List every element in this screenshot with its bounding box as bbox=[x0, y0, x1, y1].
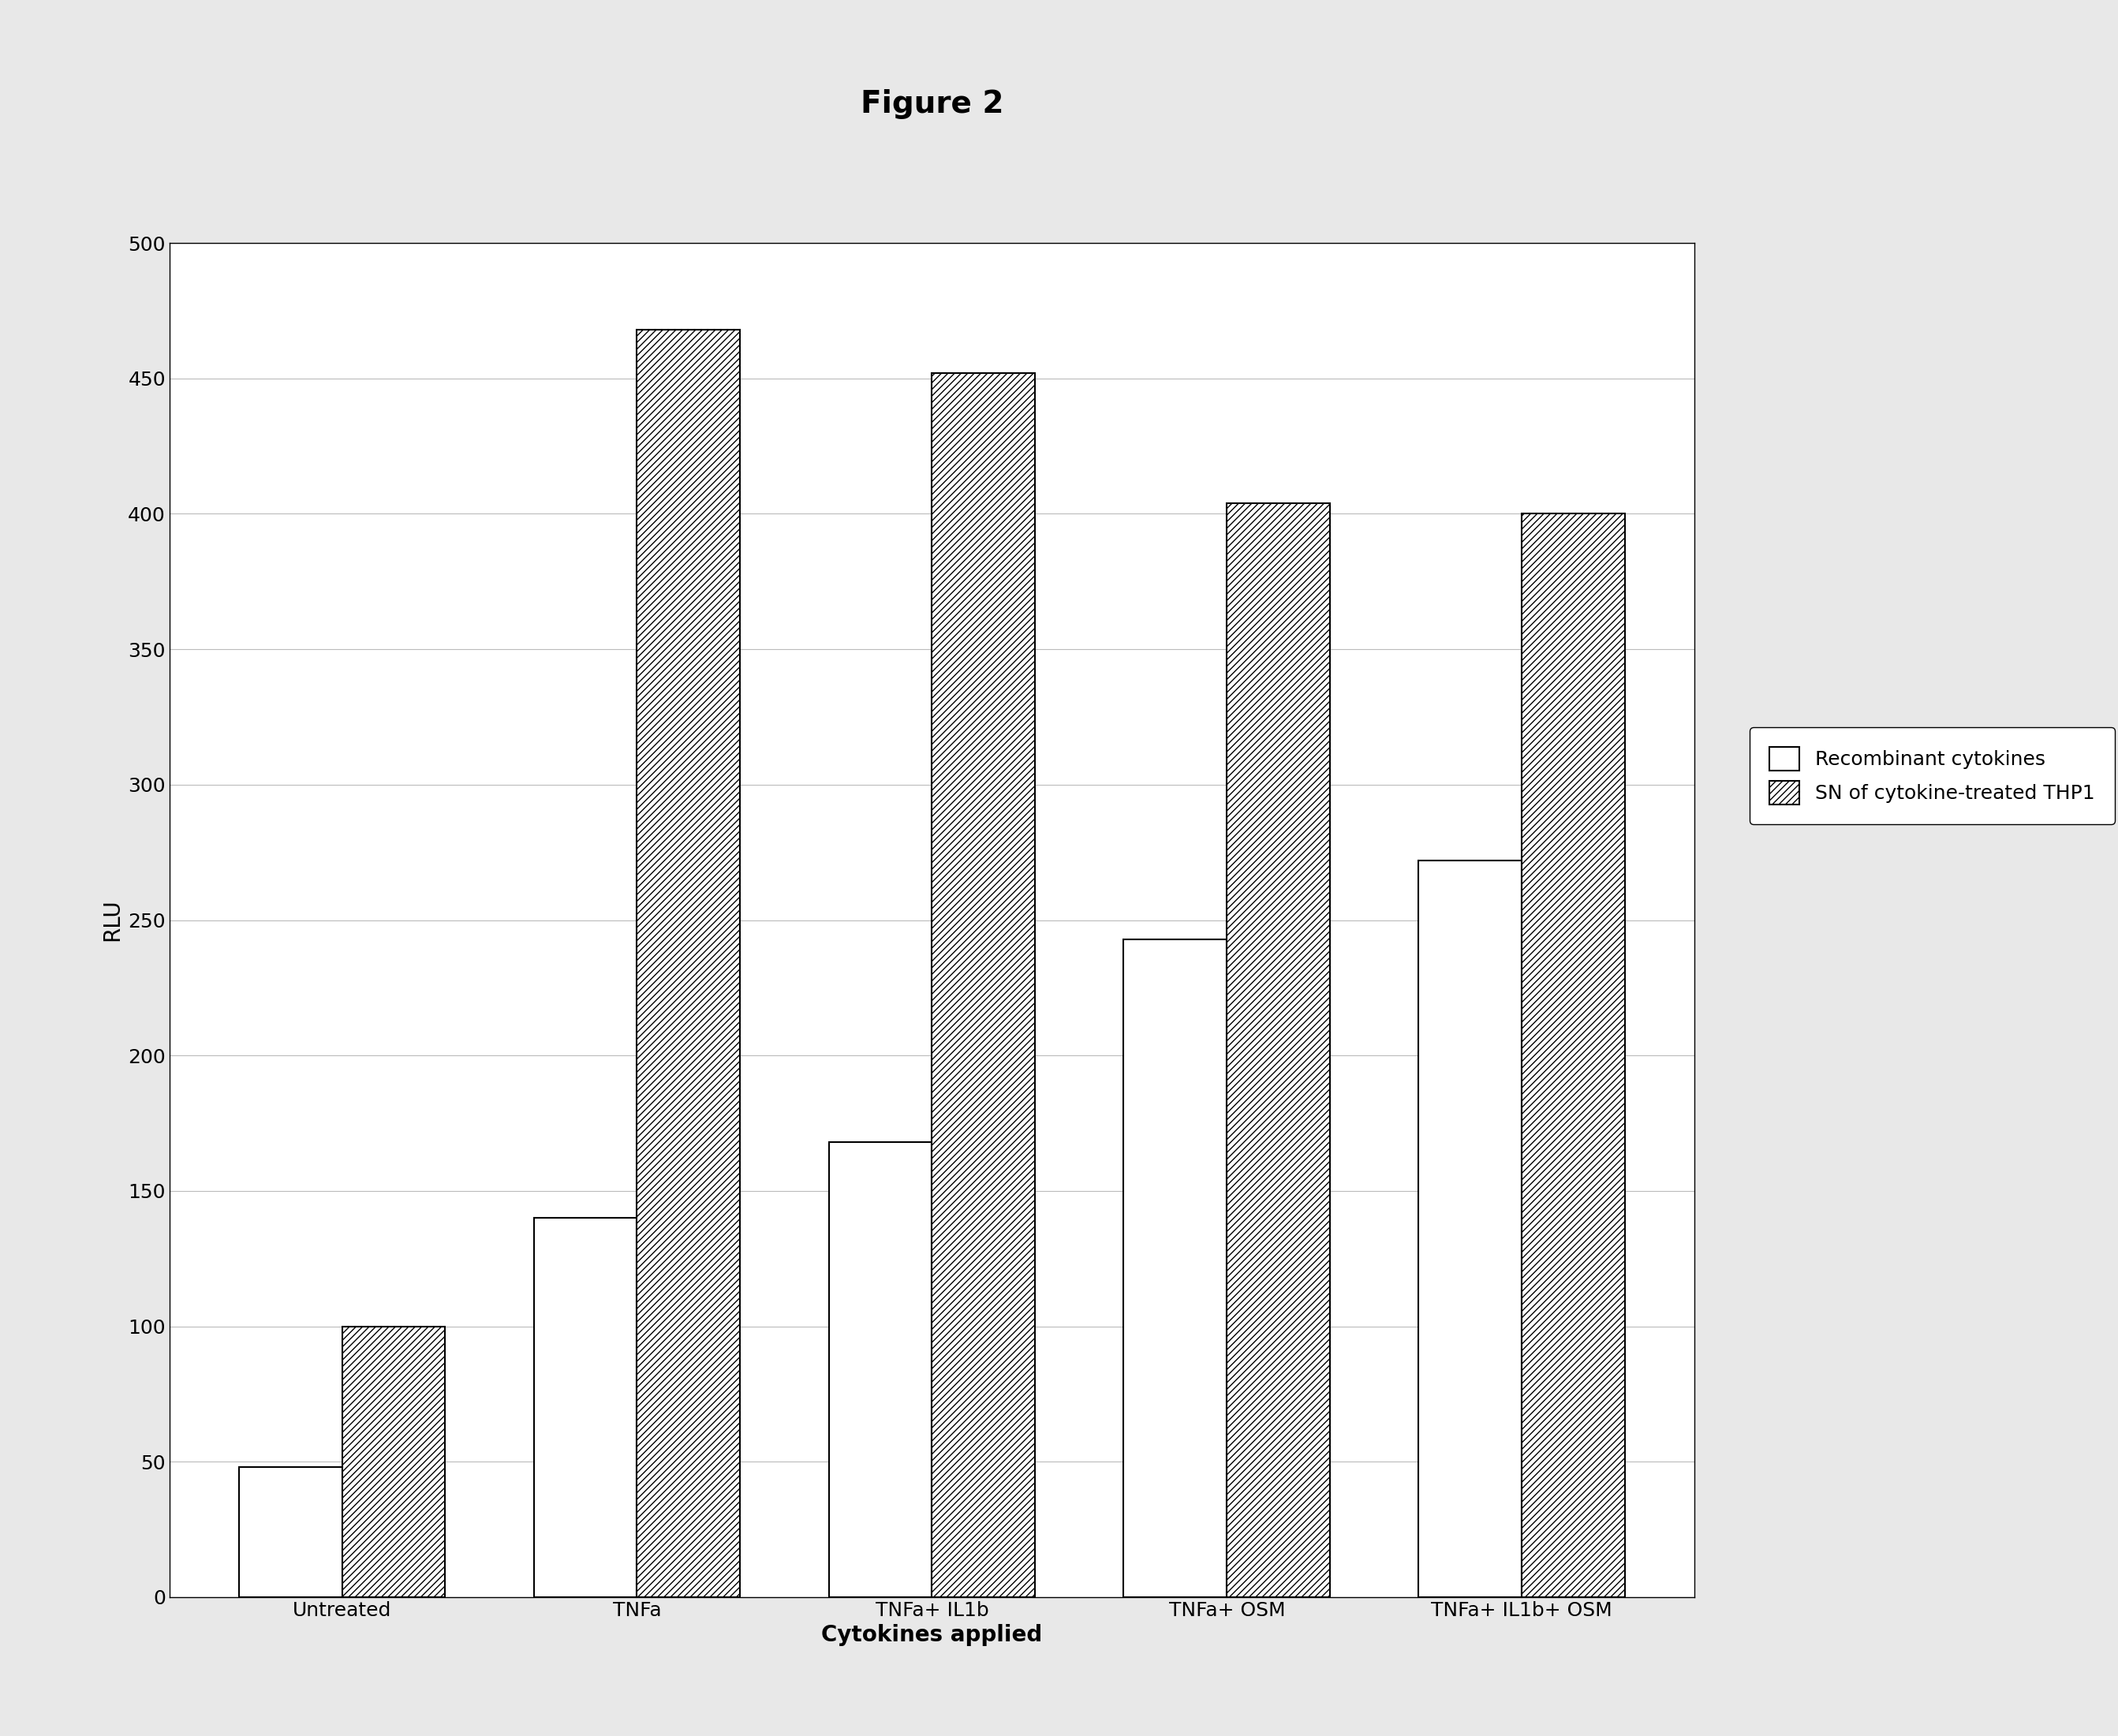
Bar bbox=[341, 1326, 445, 1597]
Text: Figure 2: Figure 2 bbox=[860, 89, 1004, 120]
Bar bbox=[1419, 861, 1523, 1597]
Legend: Recombinant cytokines, SN of cytokine-treated THP1: Recombinant cytokines, SN of cytokine-tr… bbox=[1749, 727, 2114, 825]
Bar bbox=[828, 1142, 932, 1597]
Bar bbox=[638, 330, 739, 1597]
Bar bbox=[1125, 939, 1226, 1597]
X-axis label: Cytokines applied: Cytokines applied bbox=[822, 1625, 1042, 1646]
Bar bbox=[932, 373, 1036, 1597]
Bar bbox=[239, 1467, 341, 1597]
Bar bbox=[534, 1219, 638, 1597]
Bar bbox=[1226, 503, 1330, 1597]
Y-axis label: RLU: RLU bbox=[102, 899, 123, 941]
Bar bbox=[1523, 514, 1625, 1597]
